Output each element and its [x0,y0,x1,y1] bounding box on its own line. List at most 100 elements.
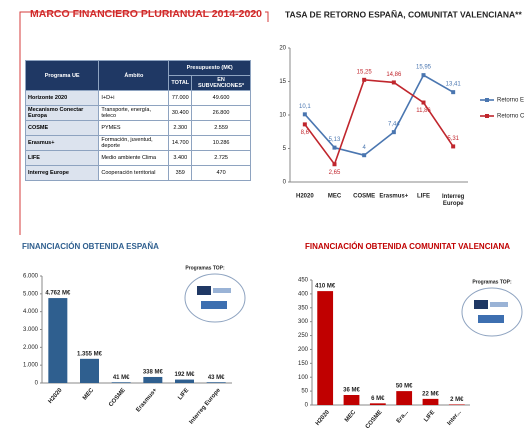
y-tick-label: 300 [298,319,309,325]
table-cell: Transporte, energía, teleco [98,105,170,121]
y-tick-label: 6.000 [23,274,39,280]
value-label: 1.355 M€ [77,351,103,357]
legend-label: Retorno C [497,114,525,120]
x-tick-label: LIFE [177,387,190,401]
bar [111,382,131,383]
th: EN SUBVENCIONES* [191,75,251,91]
table-row: COSME PYMES 2.300 2.559 [24,120,251,136]
table-cell: Medio ambiente Clima [98,150,170,166]
bar [396,391,413,405]
marker [362,77,367,82]
callout-label: Programas TOP: [472,279,512,285]
value-label: 338 M€ [143,370,164,376]
marker [332,162,337,167]
table-cell: 2.725 [191,150,251,166]
table-cell: 30.400 [168,105,193,121]
table-cell: Formación, juventud, deporte [98,135,170,151]
legend-marker [485,98,489,102]
table-cell: 77.000 [168,90,193,106]
table-cell: 470 [191,165,251,181]
y-tick-label: 450 [298,278,309,284]
x-tick-label: Interreg Europe [442,194,465,207]
x-tick-label: Inter... [447,409,463,427]
bar [206,382,226,383]
value-label: 2 M€ [450,397,464,403]
x-tick-label: H2020 [48,387,64,405]
y-tick-label: 400 [298,291,309,297]
value-label: 4.762 M€ [45,291,71,297]
x-tick-label: MEC [344,409,358,424]
table-cell: 10.286 [191,135,251,151]
value-label: 15,95 [416,65,432,71]
marker [302,112,307,117]
value-label: 192 M€ [174,372,195,378]
th: Ámbito [98,60,170,91]
value-label: 50 M€ [396,384,413,390]
table-cell: 14.700 [168,135,193,151]
table-cell: 359 [168,165,193,181]
marker [302,122,307,127]
y-tick-label: 20 [279,46,286,52]
bar [369,403,386,405]
logo [474,300,488,309]
line [304,74,454,157]
value-label: 6 M€ [371,396,385,402]
bar [48,298,68,383]
y-tick-label: 2.000 [23,345,39,351]
value-label: 11,86 [416,108,431,114]
frame [19,11,269,235]
y-tick-label: 0 [305,403,309,409]
y-tick-label: 100 [298,375,309,381]
legend-label: Retorno E [497,98,524,104]
marker [451,144,456,149]
value-label: 2,65 [329,170,341,176]
table-row: Interreg Europe Cooperación territorial 35… [24,165,251,181]
x-tick-label: Interreg Europe [189,387,223,426]
value-label: 43 M€ [208,375,225,381]
table-cell: Erasmus+ [24,135,100,151]
value-label: 5,31 [447,136,459,142]
callout [461,287,523,337]
table-row: Erasmus+ Formación, juventud, deporte 14.7… [24,135,251,151]
x-tick-label: LIFE [423,409,436,423]
logo [201,301,227,309]
table-cell: Mecanismo Conectar Europa [24,105,100,121]
y-tick-label: 10 [279,113,286,119]
th: Programa UE [24,60,100,91]
x-tick-label: COSME [365,409,384,430]
y-tick-label: 200 [298,347,309,353]
y-tick-label: 3.000 [23,327,39,333]
table-cell: LIFE [24,150,100,166]
table-row: Horizonte 2020 I+D+i 77.000 49.600 [24,90,251,106]
budget-table: Programa UE Ámbito Presupuesto (M€) TOTA… [24,60,251,181]
y-tick-label: 4.000 [23,309,39,315]
table-cell: 3.400 [168,150,193,166]
value-label: 5,13 [329,137,341,143]
value-label: 41 M€ [113,375,130,381]
marker [421,100,426,105]
table-row: LIFE Medio ambiente Clima 3.400 2.725 [24,150,251,166]
bar [343,395,360,405]
y-tick-label: 250 [298,333,309,339]
x-tick-label: COSME [353,194,375,200]
logo [197,286,211,295]
y-tick-label: 0 [35,381,39,387]
x-tick-label: Erasmus+ [379,194,408,200]
table-cell: 2.559 [191,120,251,136]
y-tick-label: 5 [283,146,287,152]
chart-title: FINANCIACIÓN OBTENIDA ESPAÑA [22,242,159,251]
value-label: 7,44 [388,122,400,128]
table-cell: I+D+i [98,90,170,106]
y-tick-label: 1.000 [23,363,39,369]
value-label: 10,1 [299,104,311,110]
x-tick-label: H2020 [315,409,331,427]
bar [143,376,163,383]
page-title: MARCO FINANCIERO PLURIANUAL 2014-2020 [30,8,262,20]
table-cell: COSME [24,120,100,136]
chart-title: TASA DE RETORNO ESPAÑA, COMUNITAT VALENC… [285,9,522,19]
chart-title: FINANCIACIÓN OBTENIDA COMUNITAT VALENCIA… [305,242,510,251]
y-tick-label: 0 [283,180,287,186]
marker [391,80,396,85]
